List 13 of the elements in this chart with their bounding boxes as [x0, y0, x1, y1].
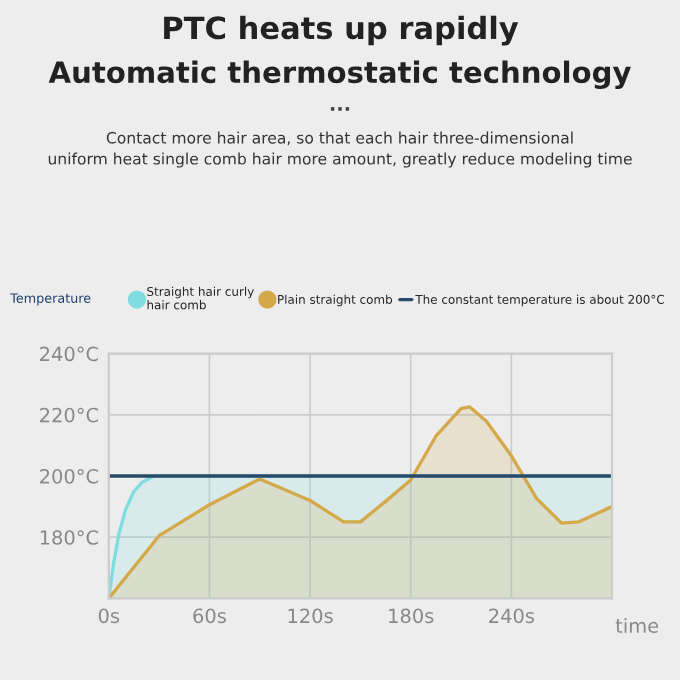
x-tick-label: 60s — [193, 608, 226, 624]
x-tick-label: 120s — [288, 608, 333, 624]
x-axis-title: time — [615, 617, 659, 634]
x-tick-label: 240s — [489, 608, 535, 624]
x-tick-label: 180s — [389, 608, 434, 624]
chart-title: PTC heats up rapidly — [164, 15, 519, 46]
y-tick-label: 180°C — [40, 530, 99, 545]
y-tick-label: 220°C — [40, 407, 99, 423]
chart-subtitle: Automatic thermostatic technology — [48, 60, 631, 90]
y-tick-label: 200°C — [40, 468, 99, 484]
text: ... — [330, 107, 350, 111]
x-tick-label: 0s — [98, 608, 120, 624]
y-tick-label: 240°C — [40, 346, 99, 362]
